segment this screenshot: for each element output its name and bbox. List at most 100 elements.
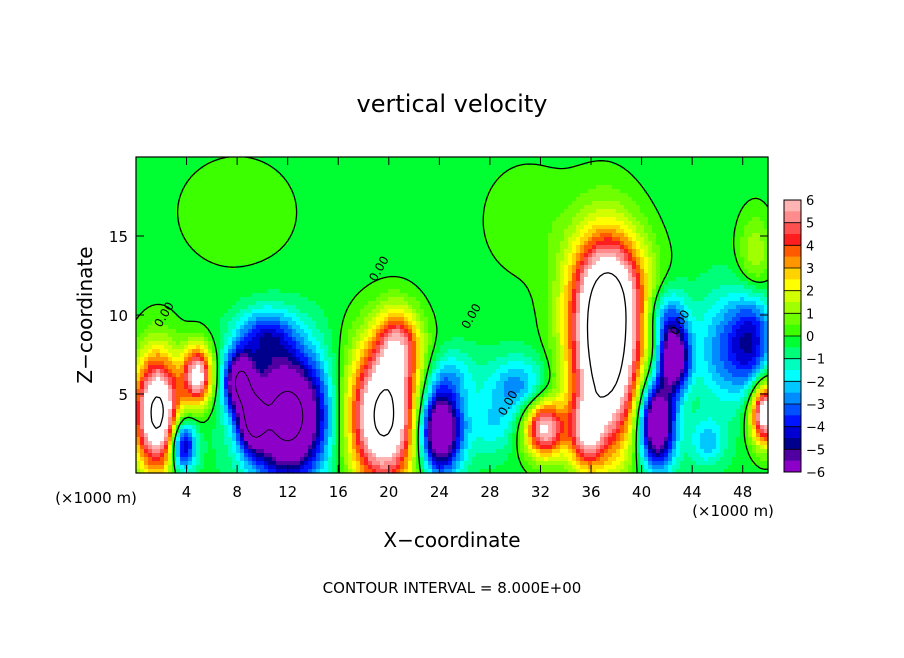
field-cell bbox=[384, 165, 389, 170]
field-cell bbox=[612, 261, 617, 266]
field-cell bbox=[572, 221, 577, 226]
field-cell bbox=[308, 221, 313, 226]
field-cell bbox=[560, 253, 565, 258]
field-cell bbox=[592, 181, 597, 186]
field-cell bbox=[460, 169, 465, 174]
field-cell bbox=[696, 189, 701, 194]
field-cell bbox=[744, 241, 749, 246]
field-cell bbox=[308, 277, 313, 282]
field-cell bbox=[540, 269, 545, 274]
field-cell bbox=[332, 277, 337, 282]
field-cell bbox=[324, 229, 329, 234]
field-cell bbox=[376, 273, 381, 278]
field-cell bbox=[680, 265, 685, 270]
field-cell bbox=[496, 245, 501, 250]
field-cell bbox=[552, 229, 557, 234]
field-cell bbox=[520, 185, 525, 190]
field-cell bbox=[504, 253, 509, 258]
field-cell bbox=[448, 261, 453, 266]
field-cell bbox=[524, 249, 529, 254]
field-cell bbox=[352, 189, 357, 194]
field-cell bbox=[496, 281, 501, 286]
field-cell bbox=[292, 265, 297, 270]
field-cell bbox=[524, 277, 529, 282]
field-cell bbox=[184, 281, 189, 286]
field-cell bbox=[524, 233, 529, 238]
field-cell bbox=[504, 165, 509, 170]
field-cell bbox=[564, 209, 569, 214]
field-cell bbox=[580, 225, 585, 230]
field-cell bbox=[552, 237, 557, 242]
field-cell bbox=[256, 181, 261, 186]
field-cell bbox=[404, 157, 409, 162]
field-cell bbox=[544, 189, 549, 194]
field-cell bbox=[188, 205, 193, 210]
field-cell bbox=[348, 197, 353, 202]
field-cell bbox=[744, 277, 749, 282]
field-cell bbox=[516, 241, 521, 246]
field-cell bbox=[288, 213, 293, 218]
field-cell bbox=[424, 197, 429, 202]
field-cell bbox=[204, 233, 209, 238]
field-cell bbox=[704, 225, 709, 230]
field-cell bbox=[212, 233, 217, 238]
field-cell bbox=[360, 253, 365, 258]
field-cell bbox=[340, 197, 345, 202]
field-cell bbox=[684, 189, 689, 194]
field-cell bbox=[564, 269, 569, 274]
field-cell bbox=[724, 169, 729, 174]
field-cell bbox=[764, 213, 769, 218]
field-cell bbox=[728, 237, 733, 242]
field-cell bbox=[552, 273, 557, 278]
field-cell bbox=[464, 237, 469, 242]
field-cell bbox=[204, 237, 209, 242]
field-cell bbox=[320, 173, 325, 178]
field-cell bbox=[444, 273, 449, 278]
field-cell bbox=[288, 161, 293, 166]
field-cell bbox=[160, 201, 165, 206]
field-cell bbox=[456, 169, 461, 174]
field-cell bbox=[624, 253, 629, 258]
field-cell bbox=[172, 213, 177, 218]
field-cell bbox=[456, 193, 461, 198]
field-cell bbox=[200, 221, 205, 226]
field-cell bbox=[644, 177, 649, 182]
field-cell bbox=[680, 273, 685, 278]
field-cell bbox=[260, 177, 265, 182]
field-cell bbox=[236, 257, 241, 262]
field-cell bbox=[192, 169, 197, 174]
field-cell bbox=[384, 249, 389, 254]
field-cell bbox=[444, 237, 449, 242]
field-cell bbox=[636, 253, 641, 258]
field-cell bbox=[456, 253, 461, 258]
field-cell bbox=[548, 257, 553, 262]
field-cell bbox=[212, 281, 217, 286]
field-cell bbox=[196, 265, 201, 270]
field-cell bbox=[560, 277, 565, 282]
field-cell bbox=[148, 157, 153, 162]
field-cell bbox=[460, 197, 465, 202]
field-cell bbox=[560, 257, 565, 262]
field-cell bbox=[368, 193, 373, 198]
field-cell bbox=[720, 217, 725, 222]
field-cell bbox=[700, 205, 705, 210]
field-cell bbox=[592, 197, 597, 202]
field-cell bbox=[440, 217, 445, 222]
field-cell bbox=[280, 177, 285, 182]
field-cell bbox=[392, 177, 397, 182]
field-cell bbox=[196, 173, 201, 178]
field-cell bbox=[740, 165, 745, 170]
field-cell bbox=[360, 193, 365, 198]
field-cell bbox=[160, 161, 165, 166]
field-cell bbox=[264, 173, 269, 178]
field-cell bbox=[552, 185, 557, 190]
field-cell bbox=[284, 253, 289, 258]
field-cell bbox=[380, 233, 385, 238]
field-cell bbox=[224, 217, 229, 222]
field-cell bbox=[520, 257, 525, 262]
field-cell bbox=[172, 209, 177, 214]
velocity-field bbox=[136, 157, 769, 474]
field-cell bbox=[316, 177, 321, 182]
field-cell bbox=[528, 161, 533, 166]
field-cell bbox=[236, 181, 241, 186]
